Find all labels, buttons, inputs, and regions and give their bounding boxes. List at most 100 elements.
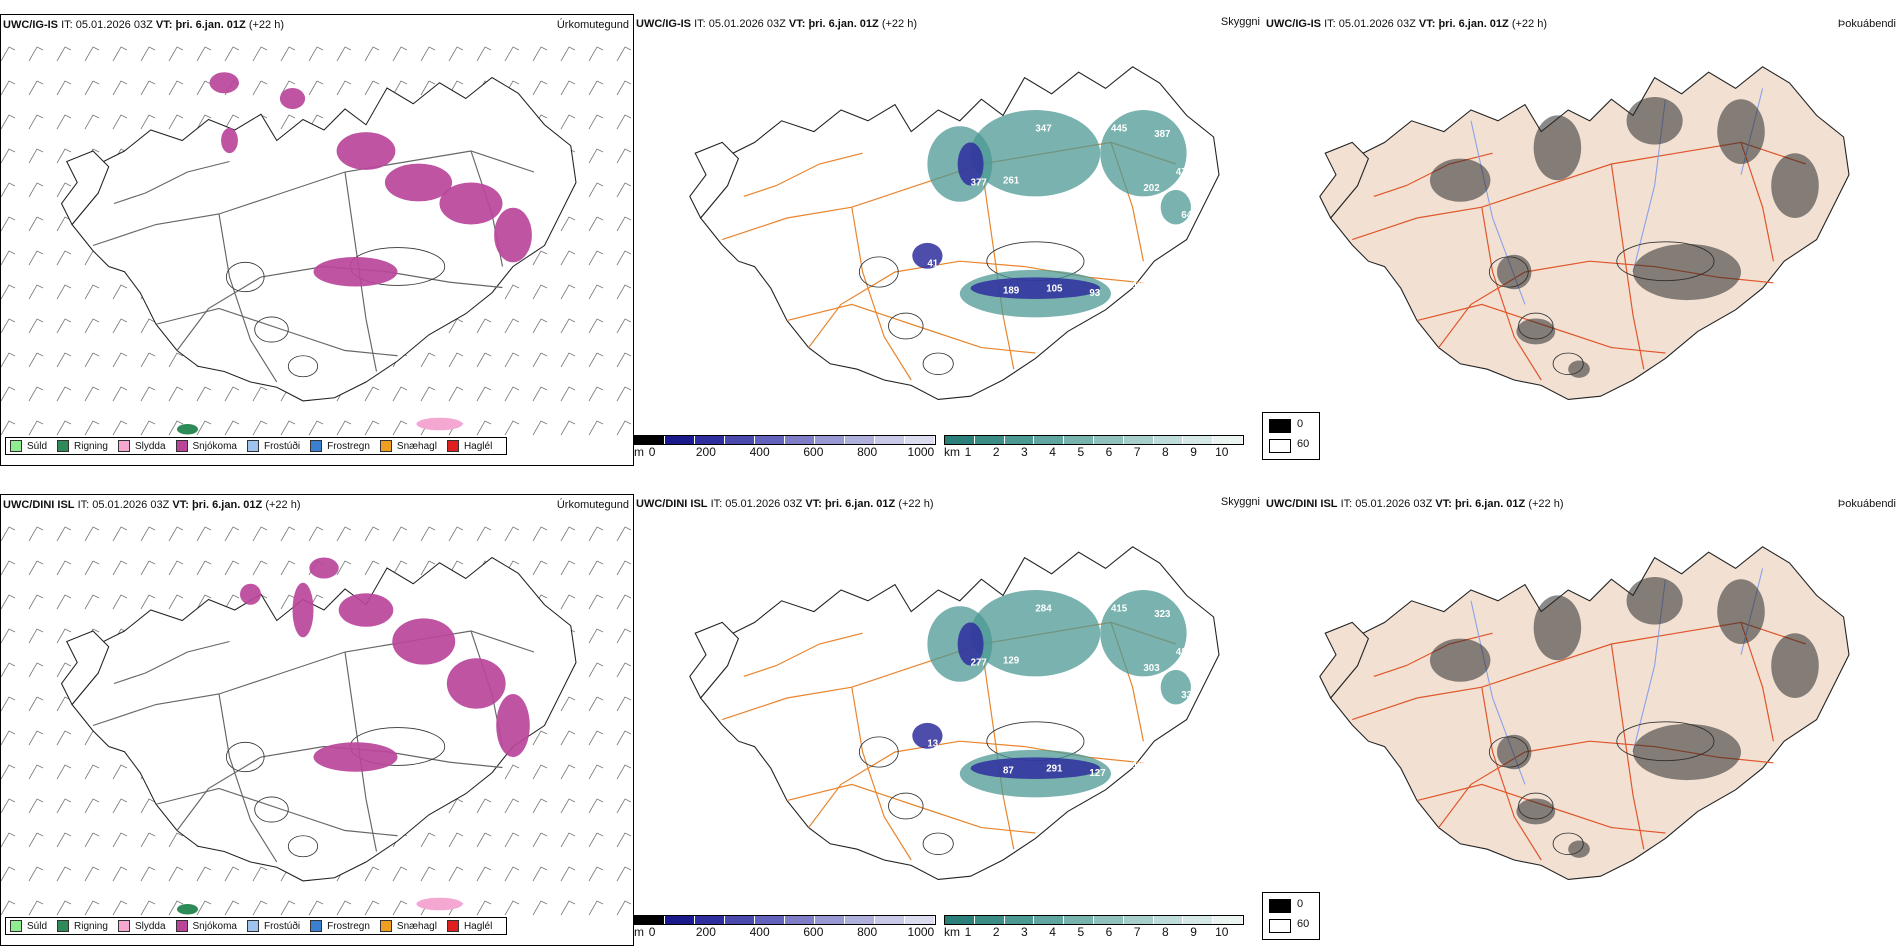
road <box>743 152 863 197</box>
wind-barb <box>1 628 16 644</box>
wind-barb <box>588 386 604 402</box>
wind-barb <box>140 526 156 542</box>
wind-barb <box>504 526 520 542</box>
wind-barb <box>364 866 380 882</box>
legend-label: Frostúði <box>263 440 301 452</box>
legend-item: Slydda <box>117 920 166 932</box>
low-visibility-area <box>1100 110 1187 197</box>
fog-index-area <box>1516 318 1556 345</box>
snow-area <box>384 163 453 202</box>
wind-barb <box>56 148 72 164</box>
fog-legend-label: 60 <box>1297 918 1310 930</box>
sleet-area <box>416 417 463 431</box>
colorbar-tick: 10 <box>1215 445 1229 459</box>
legend-label: Snjókoma <box>192 920 237 932</box>
wind-barb <box>616 798 632 814</box>
legend-item: Súld <box>10 440 47 452</box>
wind-barb <box>560 352 576 368</box>
fog-index-area <box>1429 638 1491 682</box>
colorbar-tick: 800 <box>857 445 878 459</box>
road <box>1373 632 1493 677</box>
wind-barb <box>1 386 16 402</box>
wind-barb <box>1 730 16 746</box>
legend-label: Haglél <box>463 440 493 452</box>
wind-barb <box>560 250 576 266</box>
wind-barb <box>616 560 632 576</box>
wind-barb <box>84 46 100 62</box>
wind-barb <box>1 866 16 882</box>
colorbar-cell <box>815 436 845 444</box>
wind-barb <box>28 250 44 266</box>
wind-barb <box>140 352 156 368</box>
colorbar-cell <box>635 436 665 444</box>
wind-barb <box>560 832 576 848</box>
colorbar-cell <box>755 436 785 444</box>
wind-barb <box>224 594 240 610</box>
wind-barb <box>616 900 632 916</box>
precip-legend: Súld Rigning Slydda Snjókoma Frostúði Frostre… <box>5 917 508 935</box>
wind-barb <box>168 46 184 62</box>
wind-barb <box>84 80 100 96</box>
wind-barb <box>56 798 72 814</box>
wind-barb <box>532 798 548 814</box>
snow-area <box>292 582 314 638</box>
cloud-base-label: 26 <box>938 717 949 728</box>
wind-barb <box>1 114 16 130</box>
wind-barb <box>84 526 100 542</box>
wind-barb <box>560 114 576 130</box>
wind-barb <box>280 114 296 130</box>
low-visibility-area <box>1160 189 1191 225</box>
wind-barb <box>56 182 72 198</box>
wind-barb <box>112 352 128 368</box>
wind-barb <box>448 832 464 848</box>
wind-barb <box>308 526 324 542</box>
panel-title: Úrkomutegund <box>556 499 629 511</box>
wind-barb <box>1 352 16 368</box>
legend-item: Frostregn <box>310 440 370 452</box>
panel-header: UWC/IG-IS IT: 05.01.2026 03Z VT: þri. 6.… <box>636 18 917 30</box>
wind-barb <box>112 560 128 576</box>
wind-barb <box>532 900 548 916</box>
wind-barb <box>28 832 44 848</box>
legend-label: Snjókoma <box>192 440 237 452</box>
colorbar-tick: 10 <box>1215 925 1229 939</box>
colorbar-tick: 1000 <box>907 925 935 939</box>
wind-barb <box>112 318 128 334</box>
legend-swatch <box>57 440 70 452</box>
wind-barb <box>84 594 100 610</box>
wind-barb <box>84 318 100 334</box>
colorbar-cells <box>634 915 936 925</box>
road <box>786 303 1036 354</box>
wind-barb <box>84 798 100 814</box>
wind-barb <box>532 730 548 746</box>
colorbar-unit: km <box>944 925 960 939</box>
wind-barb <box>588 730 604 746</box>
wind-barb <box>336 420 352 436</box>
wind-barb <box>196 526 212 542</box>
wind-barb <box>56 80 72 96</box>
glacier-outline <box>922 352 954 376</box>
wind-barb <box>1 696 16 712</box>
wind-barb <box>28 560 44 576</box>
cloud-base-label: 261 <box>1003 175 1020 186</box>
colorbar-cell <box>1213 916 1243 924</box>
wind-barb <box>252 420 268 436</box>
colorbar-cells <box>634 435 936 445</box>
panel-header: UWC/DINI ISL IT: 05.01.2026 03Z VT: þri.… <box>636 498 934 510</box>
colorbar-tick: 9 <box>1190 925 1197 939</box>
snow-area <box>313 742 398 772</box>
fog-index-area <box>1626 577 1683 625</box>
wind-barb <box>504 386 520 402</box>
wind-barb <box>420 352 436 368</box>
wind-barb <box>1 318 16 334</box>
legend-swatch <box>175 920 188 932</box>
wind-barb <box>588 148 604 164</box>
fog-map <box>1319 66 1850 400</box>
wind-barb <box>504 352 520 368</box>
cloud-base-area <box>912 242 943 269</box>
fog-index-area <box>1568 360 1590 378</box>
panel-header: UWC/DINI ISL IT: 05.01.2026 03Z VT: þri.… <box>1266 498 1564 510</box>
fog-legend: 0 60 <box>1262 412 1320 460</box>
coastline <box>1329 546 1850 880</box>
wind-barb <box>196 560 212 576</box>
